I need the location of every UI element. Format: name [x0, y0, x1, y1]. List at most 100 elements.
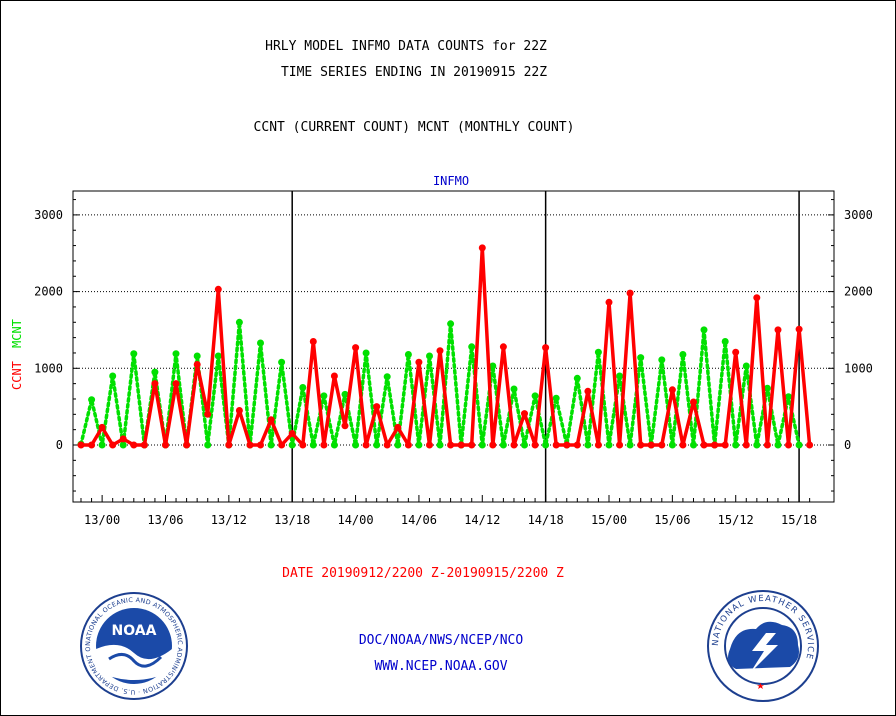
- data-point-mcnt: [299, 384, 307, 391]
- y-tick-label-left: 0: [56, 438, 63, 452]
- data-point-ccnt: [732, 348, 740, 356]
- data-point-ccnt: [806, 441, 814, 449]
- data-point-mcnt: [658, 356, 666, 364]
- data-point-ccnt: [140, 441, 148, 449]
- data-point-ccnt: [383, 441, 391, 449]
- data-point-mcnt: [394, 441, 402, 449]
- data-point-ccnt: [499, 343, 507, 351]
- data-point-ccnt: [637, 441, 645, 449]
- series-ccnt: [77, 244, 814, 449]
- data-point-ccnt: [552, 441, 560, 449]
- data-point-mcnt: [309, 441, 317, 449]
- data-point-mcnt: [373, 441, 381, 449]
- data-point-ccnt: [468, 441, 476, 449]
- data-point-ccnt: [394, 423, 402, 431]
- data-point-ccnt: [172, 380, 180, 388]
- data-point-mcnt: [573, 374, 581, 382]
- credit-line-website: WWW.NCEP.NOAA.GOV: [374, 659, 508, 674]
- data-point-ccnt: [373, 403, 381, 411]
- data-point-mcnt: [616, 372, 624, 380]
- data-point-mcnt: [510, 385, 518, 393]
- y-tick-label-right: 1000: [844, 361, 873, 375]
- x-tick-label: 13/18: [274, 513, 310, 527]
- data-point-ccnt: [183, 441, 191, 449]
- data-point-ccnt: [299, 441, 307, 449]
- data-point-mcnt: [763, 384, 771, 392]
- x-tick-label: 15/00: [591, 513, 627, 527]
- series-layer: [77, 244, 814, 449]
- data-point-ccnt: [352, 344, 360, 352]
- data-point-ccnt: [573, 441, 581, 449]
- data-point-ccnt: [193, 361, 201, 368]
- y-axis-title-mcnt: MCNT: [10, 319, 24, 348]
- data-point-ccnt: [742, 441, 750, 449]
- data-point-mcnt: [426, 352, 433, 360]
- data-point-ccnt: [542, 344, 550, 352]
- data-point-ccnt: [478, 244, 486, 252]
- data-point-mcnt: [352, 441, 360, 449]
- data-point-ccnt: [785, 441, 792, 449]
- data-point-ccnt: [605, 298, 613, 306]
- data-point-mcnt: [785, 393, 792, 401]
- data-point-ccnt: [330, 372, 338, 380]
- data-point-ccnt: [711, 441, 719, 449]
- series-line-ccnt: [79, 246, 812, 447]
- data-point-ccnt: [320, 441, 328, 449]
- y-tick-label-right: 3000: [844, 208, 873, 222]
- x-tick-label: 15/12: [718, 513, 754, 527]
- y-tick-label-left: 1000: [34, 361, 63, 375]
- nws-logo: NATIONAL WEATHER SERVICE: [707, 590, 819, 702]
- data-point-ccnt: [531, 441, 539, 449]
- data-point-ccnt: [214, 285, 222, 293]
- data-point-mcnt: [257, 339, 264, 347]
- data-point-mcnt: [415, 441, 423, 449]
- data-point-mcnt: [690, 441, 697, 449]
- data-point-ccnt: [763, 441, 771, 449]
- x-tick-label: 15/06: [654, 513, 690, 527]
- data-point-mcnt: [605, 441, 613, 449]
- data-point-ccnt: [309, 338, 317, 345]
- data-point-ccnt: [109, 441, 117, 449]
- data-point-ccnt: [162, 441, 169, 449]
- data-point-mcnt: [499, 441, 507, 449]
- data-point-mcnt: [668, 441, 676, 449]
- data-point-mcnt: [468, 343, 476, 351]
- noaa-logo: NATIONAL OCEANIC AND ATMOSPHERIC ADMINIS…: [79, 591, 188, 700]
- data-point-ccnt: [88, 441, 96, 449]
- data-point-mcnt: [404, 351, 412, 358]
- data-point-ccnt: [700, 441, 708, 449]
- data-point-mcnt: [119, 441, 127, 449]
- x-tick-label: 13/12: [211, 513, 247, 527]
- y-tick-label-left: 3000: [34, 208, 63, 222]
- data-point-ccnt: [668, 386, 676, 394]
- data-point-mcnt: [742, 362, 750, 370]
- data-point-ccnt: [415, 358, 423, 366]
- data-point-ccnt: [278, 441, 286, 449]
- data-point-ccnt: [647, 441, 655, 449]
- axes: [72, 190, 835, 503]
- x-tick-label: 15/18: [781, 513, 817, 527]
- chart-title-line-2: TIME SERIES ENDING IN 20190915 22Z: [280, 65, 548, 80]
- credit-line-agency: DOC/NOAA/NWS/NCEP/NCO: [358, 633, 524, 648]
- data-point-ccnt: [436, 347, 444, 355]
- data-point-mcnt: [288, 441, 296, 449]
- data-point-mcnt: [330, 441, 338, 449]
- data-point-ccnt: [563, 441, 571, 449]
- data-point-mcnt: [774, 441, 782, 449]
- data-point-mcnt: [521, 441, 528, 449]
- data-point-mcnt: [88, 396, 96, 404]
- data-point-ccnt: [679, 441, 687, 449]
- data-point-ccnt: [721, 441, 729, 449]
- data-point-ccnt: [267, 416, 275, 424]
- data-point-ccnt: [690, 398, 697, 406]
- data-point-mcnt: [732, 441, 740, 449]
- data-point-mcnt: [700, 326, 708, 334]
- data-point-ccnt: [257, 441, 264, 449]
- y-axis-title: CCNT MCNT: [10, 319, 24, 390]
- data-point-mcnt: [267, 441, 275, 449]
- data-point-ccnt: [521, 410, 528, 418]
- data-point-mcnt: [795, 441, 803, 449]
- data-point-ccnt: [626, 289, 634, 297]
